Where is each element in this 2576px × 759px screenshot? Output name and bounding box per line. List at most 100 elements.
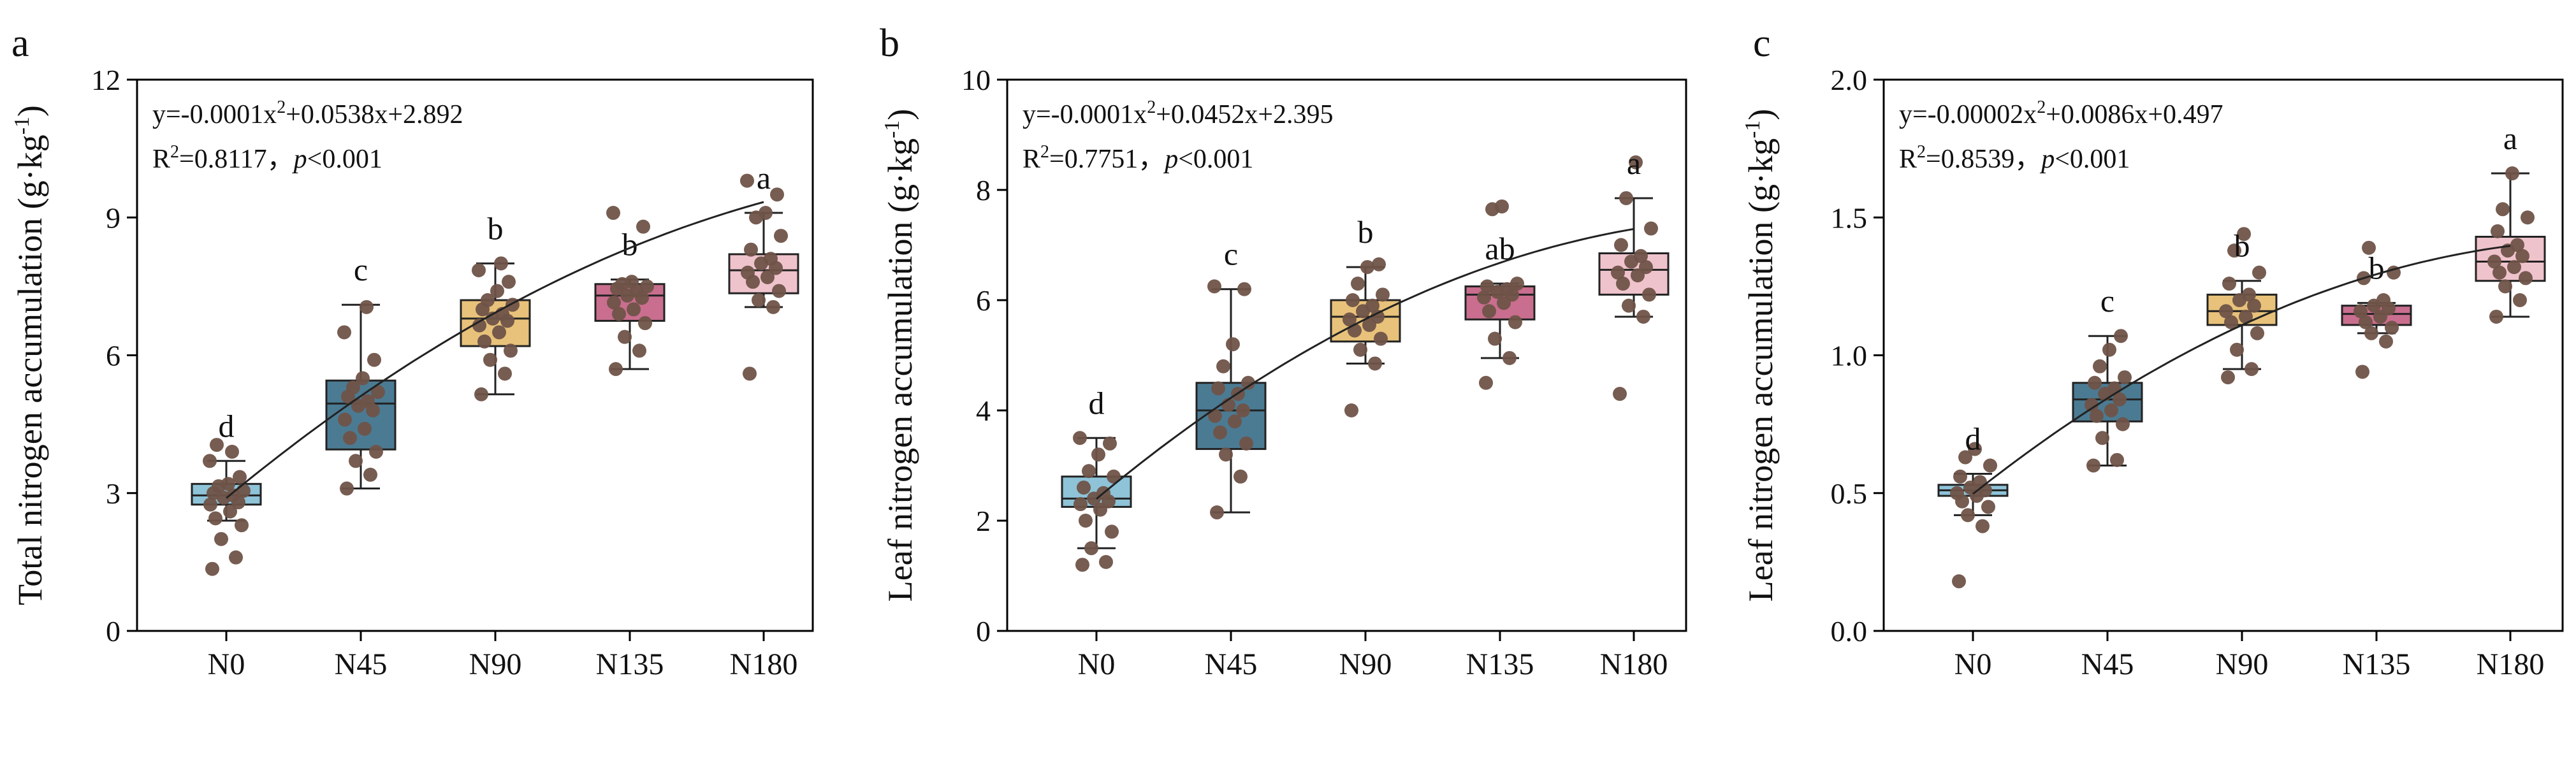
data-point (612, 307, 626, 321)
data-point (1482, 304, 1496, 319)
data-point (369, 444, 383, 459)
data-point (2239, 309, 2253, 324)
data-point (358, 421, 372, 436)
y-tick-label: 10 (961, 64, 991, 96)
significance-letter: a (1627, 145, 1641, 181)
data-point (2496, 202, 2510, 217)
data-point (337, 325, 351, 340)
y-tick-label: 12 (91, 64, 120, 96)
data-point (361, 394, 375, 408)
significance-letter: c (2100, 283, 2114, 319)
data-point (233, 470, 247, 484)
data-point (1368, 356, 1382, 371)
data-point (2515, 249, 2529, 263)
data-point (1211, 381, 1225, 396)
data-point (2379, 334, 2393, 349)
data-point (205, 561, 219, 576)
data-point (1644, 221, 1658, 236)
data-point (2245, 362, 2259, 377)
x-tick-label: N90 (1339, 647, 1392, 681)
fit-equation: y=-0.0001x2+0.0538x+2.892 (152, 98, 463, 129)
box-n45: c (2072, 283, 2143, 473)
data-point (1103, 436, 1117, 451)
r2-prefix: R (152, 145, 170, 174)
r2-sup: 2 (1917, 142, 1926, 162)
data-point (1372, 257, 1386, 271)
data-point (1611, 265, 1625, 280)
equation-prefix: y=-0.0001x (1022, 100, 1147, 129)
r2-value: =0.8117， (179, 145, 294, 174)
data-point (483, 352, 497, 367)
data-point (1210, 505, 1224, 520)
significance-letter: b (1358, 214, 1374, 250)
significance-letter: c (354, 252, 368, 287)
data-point (2510, 238, 2524, 252)
r2-prefix: R (1899, 145, 1917, 174)
r2-sup: 2 (1040, 142, 1049, 162)
data-point (1353, 342, 1367, 357)
data-point (764, 252, 778, 266)
data-point (1953, 469, 1967, 484)
data-point (1075, 558, 1089, 572)
data-point (2118, 370, 2132, 385)
box-n180: a (1598, 145, 1670, 401)
data-point (1636, 309, 1650, 324)
significance-letter: ab (1485, 231, 1515, 266)
significance-letter: d (219, 408, 235, 444)
y-axis-title: Leaf nitrogen accumulation (g·kg-1) (1741, 109, 1780, 602)
data-point (481, 293, 495, 307)
data-point (2222, 277, 2236, 291)
data-point (367, 352, 381, 367)
data-point (1376, 287, 1390, 302)
equation-suffix: +0.0452x+2.395 (1156, 100, 1333, 129)
fit-equation: y=-0.0001x2+0.0452x+2.395 (1022, 98, 1334, 129)
data-point (2364, 326, 2378, 340)
data-point (1099, 554, 1113, 569)
data-point (1073, 497, 1088, 512)
box-n45: c (325, 252, 397, 496)
data-point (340, 481, 354, 496)
y-axis-title-sup: -1 (10, 117, 34, 134)
data-point (1343, 312, 1357, 327)
x-tick-label: N45 (1205, 647, 1258, 681)
data-point (744, 242, 758, 257)
x-tick-label: N0 (1954, 647, 1992, 681)
data-point (1091, 447, 1105, 462)
data-point (221, 477, 235, 491)
significance-letter: b (622, 227, 638, 263)
y-axis-title-close: ) (11, 105, 49, 117)
data-point (1614, 238, 1628, 252)
data-point (1082, 464, 1096, 479)
data-point (474, 387, 488, 401)
data-point (1207, 279, 1221, 294)
data-point (1365, 298, 1379, 313)
data-point (502, 275, 516, 289)
data-point (606, 206, 620, 220)
data-point (214, 531, 228, 546)
data-point (2085, 398, 2099, 412)
data-point (235, 518, 249, 533)
y-axis-title-main: Leaf nitrogen accumulation (g·kg (881, 138, 919, 602)
y-tick-label: 4 (976, 394, 991, 427)
data-point (2354, 304, 2368, 319)
data-point (2242, 287, 2256, 302)
fit-r2: R2=0.8117，p<0.001 (152, 142, 382, 174)
box-n90: b (460, 210, 531, 401)
r2-p: p (292, 145, 307, 174)
r2-prefix: R (1022, 145, 1040, 174)
data-point (636, 219, 650, 234)
data-point (1073, 431, 1087, 445)
data-point (1495, 199, 1509, 213)
data-point (2110, 452, 2124, 467)
data-point (346, 380, 360, 394)
data-point (1351, 277, 1365, 291)
y-tick-label: 2.0 (1831, 64, 1868, 96)
data-point (472, 318, 486, 333)
data-point (774, 229, 788, 243)
data-point (618, 329, 632, 344)
data-point (1213, 425, 1227, 440)
data-point (752, 293, 766, 307)
y-tick-label: 3 (106, 477, 120, 510)
data-point (1479, 375, 1493, 390)
y-tick-label: 2 (976, 505, 991, 537)
